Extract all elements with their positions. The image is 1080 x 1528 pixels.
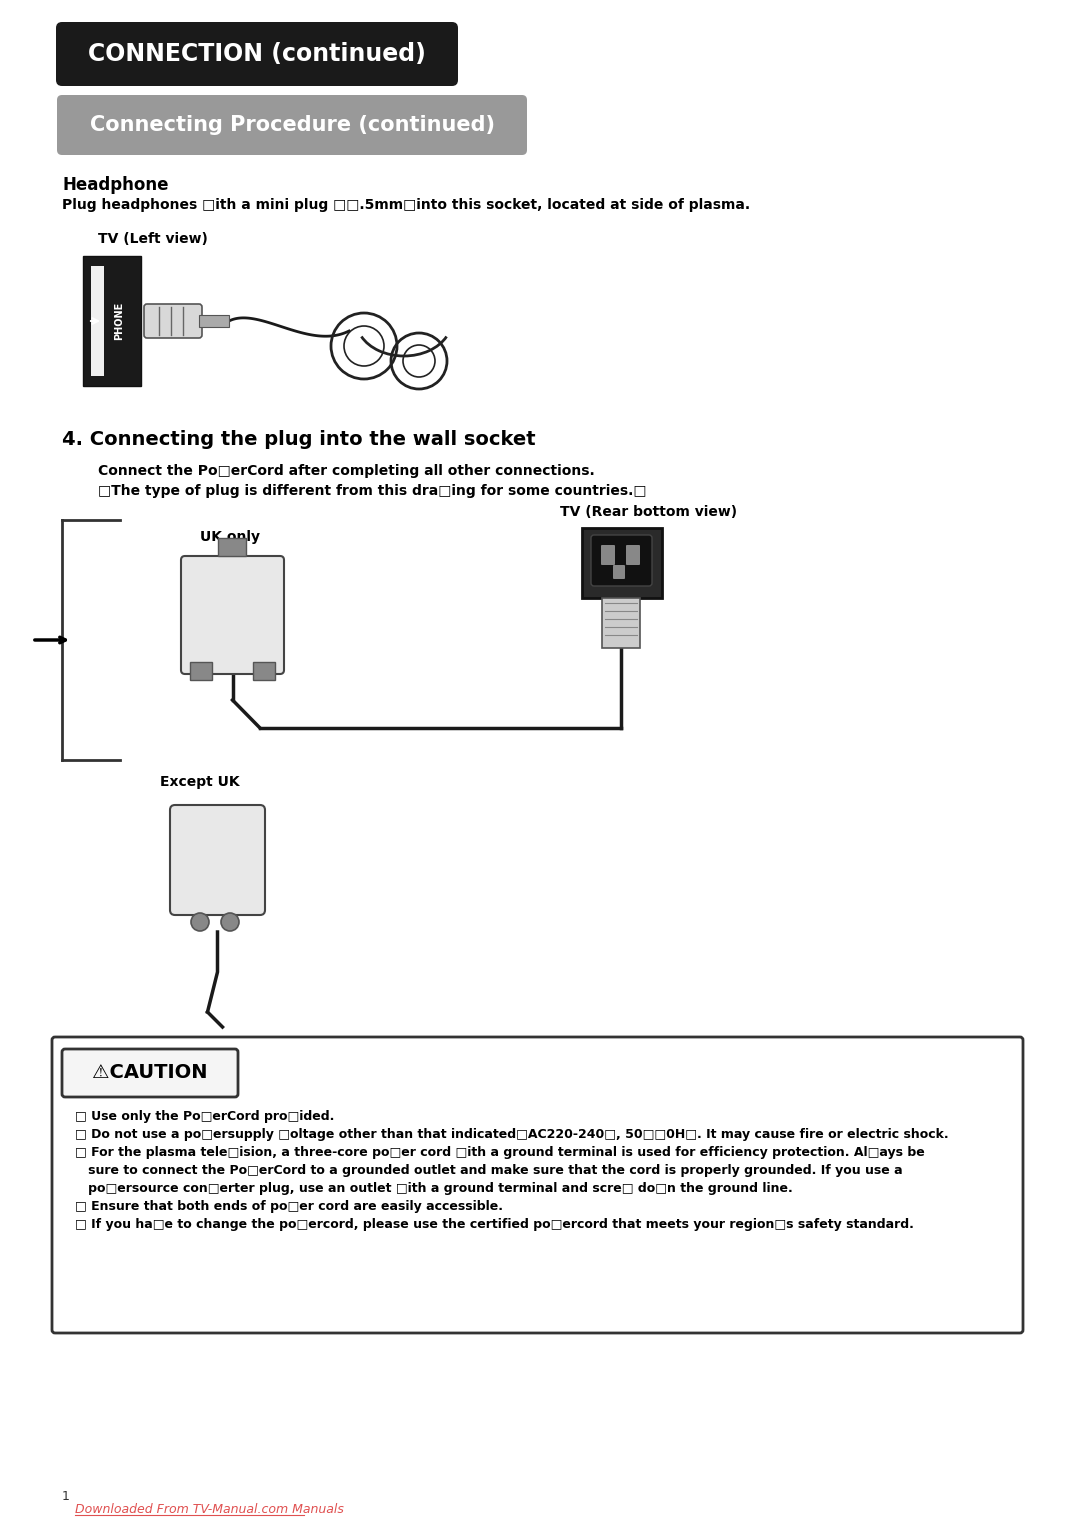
Bar — [602, 597, 640, 648]
Text: Downloaded From TV-Manual.com Manuals: Downloaded From TV-Manual.com Manuals — [75, 1504, 343, 1516]
FancyBboxPatch shape — [600, 545, 615, 565]
Bar — [199, 315, 229, 327]
Text: □ If you ha□e to change the po□ercord, please use the certified po□ercord that m: □ If you ha□e to change the po□ercord, p… — [75, 1218, 914, 1232]
Bar — [582, 529, 662, 597]
Text: □ For the plasma tele□ision, a three-core po□er cord □ith a ground terminal is u: □ For the plasma tele□ision, a three-cor… — [75, 1146, 924, 1160]
FancyBboxPatch shape — [52, 1038, 1023, 1332]
Bar — [218, 538, 246, 556]
Bar — [83, 257, 141, 387]
FancyBboxPatch shape — [56, 21, 458, 86]
FancyBboxPatch shape — [591, 535, 652, 587]
Text: PHONE: PHONE — [114, 303, 124, 341]
Text: □ Use only the Po□erCord pro□ided.: □ Use only the Po□erCord pro□ided. — [75, 1109, 335, 1123]
FancyBboxPatch shape — [626, 545, 640, 565]
Text: CONNECTION (continued): CONNECTION (continued) — [89, 41, 426, 66]
Text: po□ersource con□erter plug, use an outlet □ith a ground terminal and scre□ do□n : po□ersource con□erter plug, use an outle… — [75, 1183, 793, 1195]
Bar — [91, 266, 104, 376]
Text: UK only: UK only — [200, 530, 260, 544]
Text: sure to connect the Po□erCord to a grounded outlet and make sure that the cord i: sure to connect the Po□erCord to a groun… — [75, 1164, 903, 1177]
FancyBboxPatch shape — [181, 556, 284, 674]
FancyBboxPatch shape — [170, 805, 265, 915]
Text: Headphone: Headphone — [62, 176, 168, 194]
FancyBboxPatch shape — [57, 95, 527, 154]
Text: Connect the Po□erCord after completing all other connections.: Connect the Po□erCord after completing a… — [98, 465, 595, 478]
Bar — [190, 662, 212, 680]
FancyBboxPatch shape — [144, 304, 202, 338]
Circle shape — [221, 914, 239, 931]
Text: □ Do not use a po□ersupply □oltage other than that indicated□AC220-240□, 50□□0H□: □ Do not use a po□ersupply □oltage other… — [75, 1128, 948, 1141]
Text: 4. Connecting the plug into the wall socket: 4. Connecting the plug into the wall soc… — [62, 429, 536, 449]
FancyBboxPatch shape — [613, 565, 625, 579]
Text: TV (Left view): TV (Left view) — [98, 232, 207, 246]
Text: Connecting Procedure (continued): Connecting Procedure (continued) — [90, 115, 495, 134]
Text: Except UK: Except UK — [160, 775, 240, 788]
Circle shape — [191, 914, 210, 931]
FancyBboxPatch shape — [62, 1050, 238, 1097]
Text: □The type of plug is different from this dra□ing for some countries.□: □The type of plug is different from this… — [98, 484, 647, 498]
Text: TV (Rear bottom view): TV (Rear bottom view) — [561, 504, 738, 520]
Text: 1: 1 — [62, 1490, 70, 1504]
Bar — [253, 662, 275, 680]
Text: □ Ensure that both ends of po□er cord are easily accessible.: □ Ensure that both ends of po□er cord ar… — [75, 1199, 503, 1213]
Text: Plug headphones □ith a mini plug □□.5mm□into this socket, located at side of pla: Plug headphones □ith a mini plug □□.5mm□… — [62, 199, 751, 212]
Text: ⚠CAUTION: ⚠CAUTION — [92, 1063, 207, 1082]
